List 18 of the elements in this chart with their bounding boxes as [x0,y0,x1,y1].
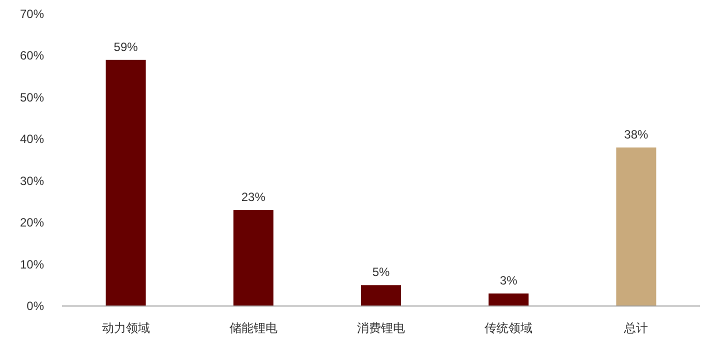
xtick: 储能锂电 [229,321,278,335]
xtick: 消费锂电 [357,321,405,335]
xtick: 动力领域 [102,321,150,335]
ytick: 70% [20,7,44,21]
data-label: 59% [114,40,138,54]
data-label: 5% [372,265,390,280]
ytick: 10% [20,257,44,272]
ytick: 30% [20,174,44,188]
ytick: 0% [26,299,44,313]
xtick: 总计 [624,321,648,335]
ytick: 40% [20,132,44,146]
data-label: 3% [500,273,518,288]
data-label: 38% [624,127,648,142]
xtick: 传统领域 [484,321,533,335]
ytick: 50% [20,90,44,104]
ytick: 60% [20,48,44,63]
data-label: 23% [241,190,266,204]
ytick: 20% [20,216,44,230]
